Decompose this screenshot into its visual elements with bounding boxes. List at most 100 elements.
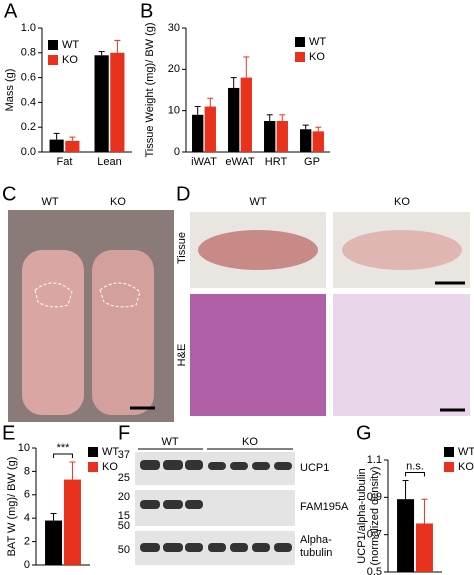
- legend-label: KO: [62, 54, 78, 66]
- legend-swatch: [48, 55, 58, 65]
- y-tick-label: 2: [24, 536, 30, 548]
- bar: [300, 129, 312, 152]
- bar: [415, 523, 433, 572]
- bar: [397, 499, 415, 572]
- x-tick-label: Fat: [57, 156, 73, 168]
- legend-label: WT: [62, 39, 79, 51]
- y-tick-label: 6: [24, 489, 30, 501]
- y-tick-label: 0.4: [21, 96, 36, 108]
- blot: [135, 490, 295, 526]
- legend-label: KO: [458, 461, 474, 473]
- bat-outline: [99, 282, 141, 308]
- y-tick-label: 0.8: [21, 47, 36, 59]
- bar: [110, 52, 125, 152]
- marker: 25: [118, 472, 130, 484]
- y-axis-label: (normalized density): [369, 466, 381, 565]
- row-label: Tissue: [176, 232, 188, 264]
- y-tick-label: 10: [18, 442, 30, 454]
- y-tick-label: 0.9: [367, 491, 382, 503]
- marker: 20: [118, 491, 130, 503]
- y-tick-label: 1.0: [21, 22, 36, 34]
- y-axis-label: Mass (g): [4, 69, 16, 112]
- y-tick-label: 0.5: [367, 566, 382, 575]
- marker: 37: [118, 449, 130, 461]
- y-tick-label: 4: [24, 512, 30, 524]
- legend-swatch: [444, 447, 454, 457]
- y-tick-label: 0: [24, 559, 30, 571]
- y-tick-label: 0.7: [367, 529, 382, 541]
- legend-swatch: [88, 462, 98, 472]
- photo-label: KO: [394, 196, 410, 208]
- band-label: UCP1: [300, 462, 329, 474]
- y-tick-label: 0.2: [21, 121, 36, 133]
- row-label: H&E: [176, 344, 188, 367]
- bar: [240, 77, 252, 152]
- panel-label: B: [140, 0, 153, 22]
- panel-label: D: [176, 183, 190, 205]
- group-label: KO: [242, 436, 258, 448]
- legend-swatch: [48, 40, 58, 50]
- panel-label: E: [2, 422, 15, 444]
- y-tick-label: 20: [168, 63, 180, 75]
- legend-swatch: [295, 52, 305, 62]
- y-tick-label: 30: [168, 22, 180, 34]
- marker: 15: [118, 510, 130, 522]
- bar: [63, 479, 81, 565]
- y-axis-label: Tissue Weight (mg)/ BW (g): [144, 22, 156, 157]
- legend-swatch: [295, 37, 305, 47]
- tissue: [342, 230, 462, 270]
- legend-label: KO: [309, 51, 325, 63]
- annotation: n.s.: [406, 460, 424, 472]
- panel-label: C: [2, 183, 16, 205]
- legend-label: WT: [309, 36, 326, 48]
- x-tick-label: Lean: [97, 156, 121, 168]
- legend-swatch: [88, 447, 98, 457]
- panel-label: F: [118, 422, 130, 444]
- mouse-ko: [92, 250, 154, 415]
- bar: [276, 121, 288, 152]
- bar: [264, 121, 276, 152]
- panel-label: A: [4, 0, 18, 22]
- marker: 50: [118, 544, 130, 556]
- bands: [140, 460, 292, 552]
- photo-label: KO: [110, 196, 126, 208]
- y-axis-label: BAT W (mg)/ BW (g): [6, 457, 18, 557]
- bar: [312, 131, 324, 152]
- x-tick-label: GP: [304, 156, 320, 168]
- legend-label: WT: [458, 446, 474, 458]
- y-tick-label: 8: [24, 465, 30, 477]
- y-tick-label: 0.0: [21, 146, 36, 158]
- annotation: ***: [57, 442, 71, 454]
- y-axis-label: UCP1/alpha-tubulin: [356, 468, 368, 563]
- x-tick-label: HRT: [265, 156, 288, 168]
- y-tick-label: 10: [168, 105, 180, 117]
- bar: [192, 114, 204, 152]
- marker: 50: [118, 520, 130, 532]
- y-tick-label: 1.1: [367, 454, 382, 466]
- legend-label: KO: [102, 461, 118, 473]
- he-photo: [333, 294, 470, 416]
- mouse-wt: [22, 250, 84, 415]
- band-label: Alpha-tubulin: [300, 534, 332, 559]
- y-tick-label: 0: [174, 146, 180, 158]
- photo-label: WT: [249, 196, 266, 208]
- x-tick-label: iWAT: [191, 156, 217, 168]
- y-tick-label: 0.6: [21, 72, 36, 84]
- bar: [204, 106, 216, 152]
- bar: [65, 140, 80, 152]
- bar: [49, 139, 64, 152]
- tissue: [198, 230, 318, 270]
- photo-label: WT: [41, 196, 58, 208]
- band-label: FAM195A: [300, 501, 349, 513]
- panel-label: G: [356, 422, 372, 444]
- bar: [45, 520, 63, 565]
- bar: [228, 87, 240, 152]
- legend-label: WT: [102, 446, 119, 458]
- significance-bracket: [405, 472, 425, 477]
- bar: [94, 55, 109, 152]
- x-tick-label: eWAT: [225, 156, 255, 168]
- group-label: WT: [161, 436, 178, 448]
- he-photo: [190, 294, 326, 416]
- significance-bracket: [53, 453, 73, 459]
